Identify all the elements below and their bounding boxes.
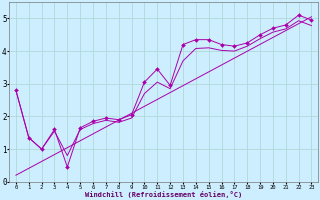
X-axis label: Windchill (Refroidissement éolien,°C): Windchill (Refroidissement éolien,°C) bbox=[85, 191, 242, 198]
